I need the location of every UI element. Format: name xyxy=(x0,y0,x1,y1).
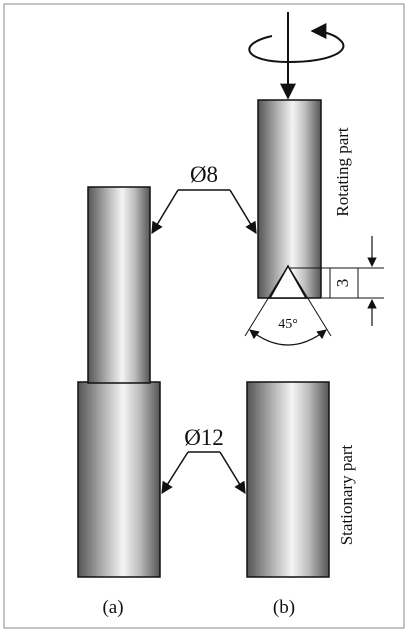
tip-depth-label: 3 xyxy=(333,279,352,288)
cylinder-a-large xyxy=(77,381,161,578)
diameter-large-label: Ø12 xyxy=(184,425,224,450)
figure-frame xyxy=(3,3,405,629)
rotating-part-label: Rotating part xyxy=(333,127,352,217)
angle-line-right xyxy=(287,265,332,337)
subfigure-a-label: (a) xyxy=(102,597,123,618)
tip-cone xyxy=(268,264,308,299)
tip-angle-label: 45° xyxy=(278,317,298,332)
cylinder-a-small xyxy=(87,186,151,384)
stationary-part-label: Stationary part xyxy=(337,444,356,545)
dia-small-leader-left xyxy=(151,189,179,235)
angle-line-left xyxy=(244,265,289,337)
angle-arc xyxy=(249,329,327,346)
subfigure-b-label: (b) xyxy=(273,597,295,618)
diameter-small-label: Ø8 xyxy=(190,162,218,187)
cylinder-b-stationary xyxy=(246,381,330,578)
depth-value-box xyxy=(329,267,359,299)
dia-small-leader-right xyxy=(229,189,257,235)
rotation-direction-icon xyxy=(248,23,345,64)
dia-large-leader-right xyxy=(219,451,246,495)
dia-large-leader-left xyxy=(161,451,189,495)
